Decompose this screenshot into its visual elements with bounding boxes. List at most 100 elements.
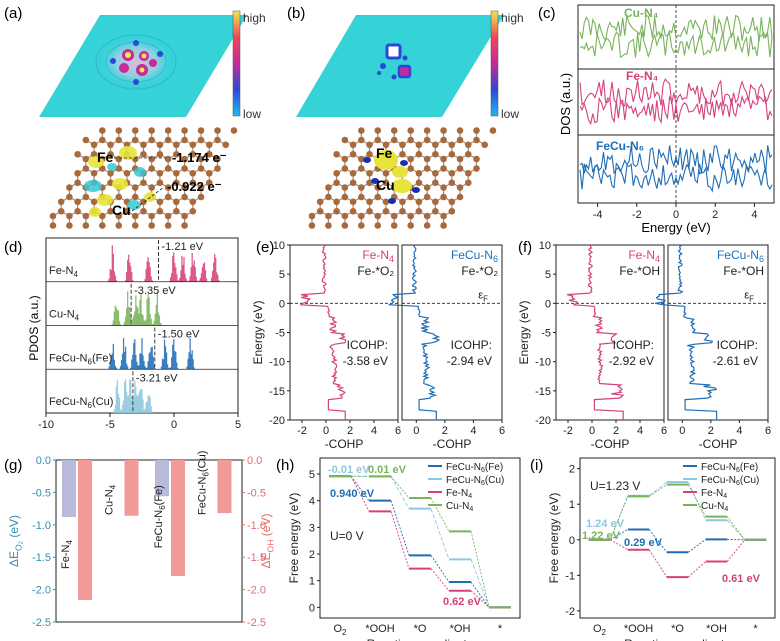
icohp-value: -2.94 eV	[447, 354, 492, 368]
step-energy-annotation: 1.24 eV	[586, 518, 625, 530]
y-tick-label: 1	[309, 576, 315, 588]
carbon-atom	[382, 207, 390, 215]
y-tick-label-right: 0.0	[247, 455, 262, 467]
carbon-atom	[399, 207, 406, 215]
carbon-atom	[74, 150, 81, 158]
carbon-atom	[230, 127, 238, 134]
energy-connector	[687, 561, 707, 578]
x-tick-label: 4	[371, 425, 377, 437]
carbon-atom	[473, 165, 480, 172]
y-tick-label: 5	[545, 269, 551, 281]
legend-label: FeCu-N6(Fe)	[701, 462, 758, 474]
legend-label: FeCu-N6(Cu)	[701, 475, 759, 487]
y-tick-label: -1	[565, 570, 575, 582]
carbon-atom	[333, 179, 340, 187]
carbon-atom	[440, 184, 447, 191]
carbon-atom	[407, 165, 414, 172]
x-category-label: *	[498, 623, 503, 635]
carbon-atom	[448, 207, 456, 215]
atom-cu-label: Cu	[112, 202, 131, 218]
panel-d: (d) -1.21 eV Fe-N4 -3.35 eV Cu-N4 -1.50 eV Fe…	[4, 237, 241, 431]
colorbar-high-label: high	[501, 11, 524, 25]
d-band-center-label: -1.21 eV	[162, 241, 204, 253]
colorbar-low-label: low	[501, 107, 519, 121]
series-label-fe-n4: Fe-N₄	[626, 69, 659, 83]
carbon-atom	[374, 127, 382, 134]
panel-c: (c) Cu-N₄ Fe-N₄ FeCu-N₆ -4 -2 0 2 4 DOS (a.u…	[538, 4, 775, 235]
carbon-atom	[99, 136, 106, 144]
carbon-atom	[341, 155, 349, 163]
carbon-atom	[140, 141, 147, 149]
x-tick-label: 0	[589, 425, 595, 437]
series-label: Fe-N4	[362, 248, 394, 264]
y-tick-label: -5	[541, 328, 551, 340]
isosurface-blobs	[363, 150, 420, 204]
y-tick-label: -20	[535, 415, 551, 427]
y-tick-label-left: -0.5	[32, 487, 51, 499]
dos-curve-cu-n4	[579, 14, 773, 42]
y-tick-label: -15	[535, 386, 551, 398]
x-tick-label: 0	[673, 209, 679, 221]
series-label-fecu-n6: FeCu-N₆	[596, 139, 644, 153]
bar-delta-e-oh	[171, 460, 185, 576]
y-tick-label: 2	[569, 464, 575, 476]
density-hotspots	[377, 43, 412, 80]
carbon-atom	[325, 212, 332, 220]
series-label: FeCu-N6	[717, 248, 764, 264]
x-category-label: *O	[414, 623, 427, 635]
cu-leader-line	[131, 186, 165, 212]
bar-delta-e-oh	[124, 460, 139, 516]
carbon-atom	[390, 212, 398, 220]
x-tick-label: -2	[297, 425, 307, 437]
carbon-atom	[448, 169, 456, 177]
carbon-atom	[440, 193, 447, 201]
carbon-atom	[148, 165, 155, 172]
x-tick-label: 2	[347, 425, 353, 437]
y-tick-label-left: -2.0	[32, 585, 51, 597]
carbon-atom	[456, 155, 464, 163]
carbon-atom	[131, 136, 139, 144]
x-tick-label: 4	[470, 425, 476, 437]
carbon-atom	[448, 198, 456, 206]
carbon-atom	[107, 169, 114, 177]
carbon-atom	[423, 212, 431, 220]
carbon-atom	[189, 150, 197, 158]
y-tick-label-left: -1.5	[32, 552, 51, 564]
carbon-atom	[382, 198, 390, 206]
carbon-atom	[366, 150, 373, 158]
carbon-atom	[214, 155, 221, 163]
y-axis-label-right: ΔEOH (eV)	[259, 514, 276, 569]
carbon-atom	[189, 141, 197, 149]
carbon-atom	[131, 184, 139, 191]
carbon-atom	[390, 222, 398, 229]
carbon-atom	[432, 169, 439, 177]
y-tick-label: -5	[275, 328, 285, 340]
carbon-atom	[66, 222, 73, 229]
energy-connector	[390, 476, 410, 509]
y-axis-label: DOS (a.u.)	[558, 73, 573, 135]
energy-connector	[726, 516, 746, 541]
y-tick-label-left: 0.0	[36, 455, 51, 467]
carbon-atom	[448, 150, 456, 158]
carbon-atom	[464, 141, 472, 149]
d-band-center-label: -3.21 eV	[136, 372, 178, 384]
carbon-atom	[358, 212, 365, 220]
carbon-atom	[131, 212, 139, 220]
carbon-atom	[115, 212, 123, 220]
legend-label: Fe-N4	[701, 488, 727, 500]
carbon-atom	[382, 141, 390, 149]
carbon-atom	[82, 222, 90, 229]
legend-label: Cu-N4	[446, 501, 473, 513]
carbon-atom	[423, 136, 431, 144]
carbon-atom	[456, 136, 464, 144]
category-label: FeCu-N6(Cu)	[197, 451, 211, 515]
panel-label: (e)	[256, 239, 274, 256]
y-tick-label: -10	[535, 357, 551, 369]
x-axis-label: Reaction coordinate	[624, 637, 731, 641]
carbon-atom	[131, 127, 139, 134]
legend-label: Fe-N4	[446, 488, 472, 500]
y-tick-label: -15	[269, 386, 285, 398]
x-tick-label: 2	[708, 425, 714, 437]
density-glow	[98, 36, 174, 88]
